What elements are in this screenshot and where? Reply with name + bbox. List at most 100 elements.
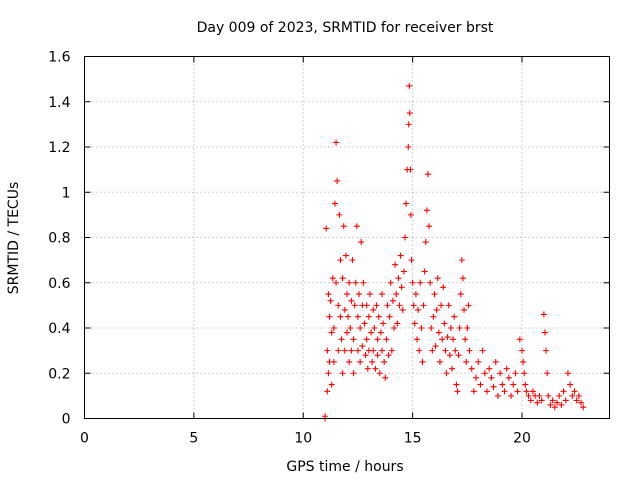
data-point: [499, 381, 506, 388]
data-point: [473, 374, 480, 381]
data-point: [381, 358, 388, 365]
data-point: [340, 223, 347, 230]
data-point: [360, 279, 367, 286]
data-point: [554, 399, 560, 406]
data-point: [395, 275, 402, 282]
data-point: [368, 329, 375, 336]
data-point: [386, 313, 393, 320]
data-point: [407, 211, 414, 218]
data-point: [421, 268, 428, 275]
data-point: [335, 347, 342, 354]
data-point: [578, 399, 585, 406]
data-point: [391, 325, 398, 331]
data-point: [527, 397, 534, 404]
data-point: [426, 223, 433, 230]
data-point: [400, 268, 407, 275]
y-tick-label: 0.2: [48, 366, 70, 382]
data-point: [573, 397, 580, 404]
data-point: [337, 313, 344, 320]
x-tick-label: 20: [513, 431, 531, 447]
data-point: [348, 297, 355, 304]
data-point: [394, 320, 401, 327]
data-point: [486, 365, 493, 372]
data-point: [501, 388, 508, 395]
data-point: [450, 336, 457, 343]
data-point: [323, 225, 330, 232]
data-point: [325, 291, 332, 298]
data-point: [442, 347, 449, 354]
data-point: [410, 302, 417, 309]
y-tick-label: 0: [62, 412, 71, 428]
data-point: [540, 311, 547, 318]
data-point: [534, 399, 541, 406]
data-point: [575, 392, 582, 399]
x-tick-label: 5: [189, 431, 198, 447]
data-point: [324, 347, 331, 354]
data-point: [536, 392, 543, 399]
data-point: [411, 320, 418, 327]
data-point: [341, 306, 348, 313]
data-point: [417, 279, 424, 286]
data-point: [397, 252, 404, 259]
data-point: [503, 365, 510, 372]
data-point: [428, 325, 435, 331]
data-point: [514, 388, 521, 395]
data-point: [569, 392, 576, 399]
data-point: [465, 302, 472, 309]
data-point: [551, 404, 558, 411]
data-point: [412, 291, 419, 298]
data-point: [432, 343, 439, 350]
data-point: [358, 239, 365, 246]
data-point: [414, 336, 420, 343]
data-point: [408, 257, 415, 264]
data-point: [444, 334, 451, 341]
data-point: [434, 275, 441, 282]
data-point: [424, 171, 431, 178]
data-point: [512, 370, 519, 377]
data-point: [462, 336, 469, 343]
data-point: [529, 388, 536, 395]
data-point: [349, 257, 356, 264]
data-point: [438, 302, 445, 309]
data-point: [387, 279, 394, 286]
data-point: [488, 374, 495, 381]
data-point: [409, 279, 416, 286]
data-point: [457, 291, 464, 298]
data-point: [324, 388, 331, 395]
data-point: [466, 347, 473, 354]
data-point: [379, 347, 385, 354]
data-point: [380, 320, 387, 327]
data-point: [455, 352, 462, 359]
data-point: [505, 374, 512, 381]
data-point: [334, 177, 341, 184]
data-point: [459, 275, 466, 282]
data-point: [433, 306, 440, 313]
data-point: [382, 374, 389, 381]
data-point: [497, 370, 504, 377]
data-point: [519, 347, 525, 354]
x-axis: 0 5 10 15 20: [80, 56, 531, 447]
data-point: [345, 313, 352, 320]
x-axis-label: GPS time / hours: [286, 459, 403, 475]
data-point: [423, 207, 430, 214]
data-point: [371, 325, 378, 331]
data-point: [365, 313, 372, 320]
data-point: [580, 404, 587, 411]
data-point: [545, 392, 552, 399]
data-point: [449, 365, 455, 372]
data-point: [339, 370, 346, 377]
data-point: [393, 291, 400, 298]
data-point: [470, 388, 477, 395]
data-point: [363, 336, 370, 343]
data-point: [452, 347, 459, 354]
data-point: [468, 365, 475, 372]
data-point: [475, 358, 482, 365]
data-point: [403, 200, 410, 207]
data-point: [362, 352, 369, 359]
data-point: [463, 358, 470, 365]
data-point: [328, 329, 335, 336]
data-point: [477, 381, 484, 388]
data-point: [571, 388, 578, 395]
data-point: [564, 370, 571, 377]
